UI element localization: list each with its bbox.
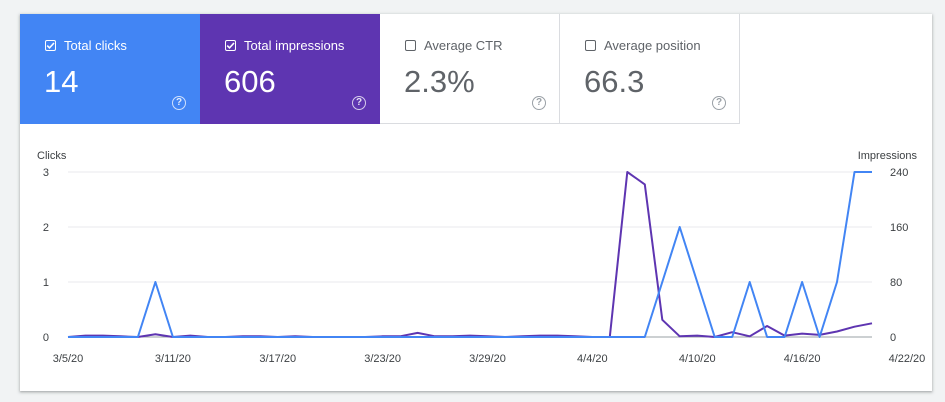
checkbox-unchecked-icon[interactable] xyxy=(585,40,596,51)
x-tick-label: 3/23/20 xyxy=(364,353,401,365)
x-tick-label: 4/10/20 xyxy=(679,353,716,365)
metric-label: Average CTR xyxy=(424,38,503,53)
help-icon[interactable]: ? xyxy=(172,96,186,110)
metric-label: Total impressions xyxy=(244,38,345,53)
metric-tile-average-position[interactable]: Average position 66.3 ? xyxy=(560,14,740,124)
performance-chart: Clicks Impressions 0 1 2 3 0 80 160 240 3/5/20… xyxy=(37,150,926,365)
metric-value: 2.3% xyxy=(404,64,475,99)
series-line-clicks xyxy=(68,171,872,338)
left-tick-label: 1 xyxy=(43,277,49,289)
right-tick-label: 80 xyxy=(890,277,902,289)
metric-tiles: Total clicks 14 ? Total impressions 606 … xyxy=(20,14,932,124)
x-tick-label: 4/4/20 xyxy=(577,353,608,365)
metric-value: 14 xyxy=(44,64,79,99)
x-tick-label: 4/22/20 xyxy=(889,353,926,365)
right-tick-label: 240 xyxy=(890,167,908,179)
metric-value: 606 xyxy=(224,64,276,99)
left-tick-label: 2 xyxy=(43,222,49,234)
x-tick-label: 3/5/20 xyxy=(53,353,84,365)
metric-value: 66.3 xyxy=(584,64,645,99)
chart-series xyxy=(67,171,873,338)
metric-tile-total-clicks[interactable]: Total clicks 14 ? xyxy=(20,14,200,124)
metric-tile-total-impressions[interactable]: Total impressions 606 ? xyxy=(200,14,380,124)
series-line-impressions xyxy=(67,171,873,338)
help-icon[interactable]: ? xyxy=(352,96,366,110)
left-axis-ticks: 0 1 2 3 xyxy=(43,167,49,344)
right-tick-label: 0 xyxy=(890,332,896,344)
performance-card: Total clicks 14 ? Total impressions 606 … xyxy=(20,14,932,391)
x-tick-label: 4/16/20 xyxy=(784,353,821,365)
metric-tile-average-ctr[interactable]: Average CTR 2.3% ? xyxy=(380,14,560,124)
help-icon[interactable]: ? xyxy=(532,96,546,110)
x-tick-label: 3/11/20 xyxy=(155,353,191,365)
x-tick-label: 3/17/20 xyxy=(259,353,296,365)
left-tick-label: 0 xyxy=(43,332,49,344)
x-axis-ticks: 3/5/20 3/11/20 3/17/20 3/23/20 3/29/20 4/4/20… xyxy=(53,353,926,365)
checkbox-checked-icon[interactable] xyxy=(45,40,56,51)
checkbox-checked-icon[interactable] xyxy=(225,40,236,51)
left-axis-title: Clicks xyxy=(37,150,67,162)
checkbox-unchecked-icon[interactable] xyxy=(405,40,416,51)
chart-grid xyxy=(68,171,872,338)
right-tick-label: 160 xyxy=(890,222,908,234)
right-axis-title: Impressions xyxy=(858,150,918,162)
metric-label: Total clicks xyxy=(64,38,127,53)
metric-label: Average position xyxy=(604,38,701,53)
right-axis-ticks: 0 80 160 240 xyxy=(890,167,908,344)
x-tick-label: 3/29/20 xyxy=(469,353,506,365)
left-tick-label: 3 xyxy=(43,167,49,179)
help-icon[interactable]: ? xyxy=(712,96,726,110)
